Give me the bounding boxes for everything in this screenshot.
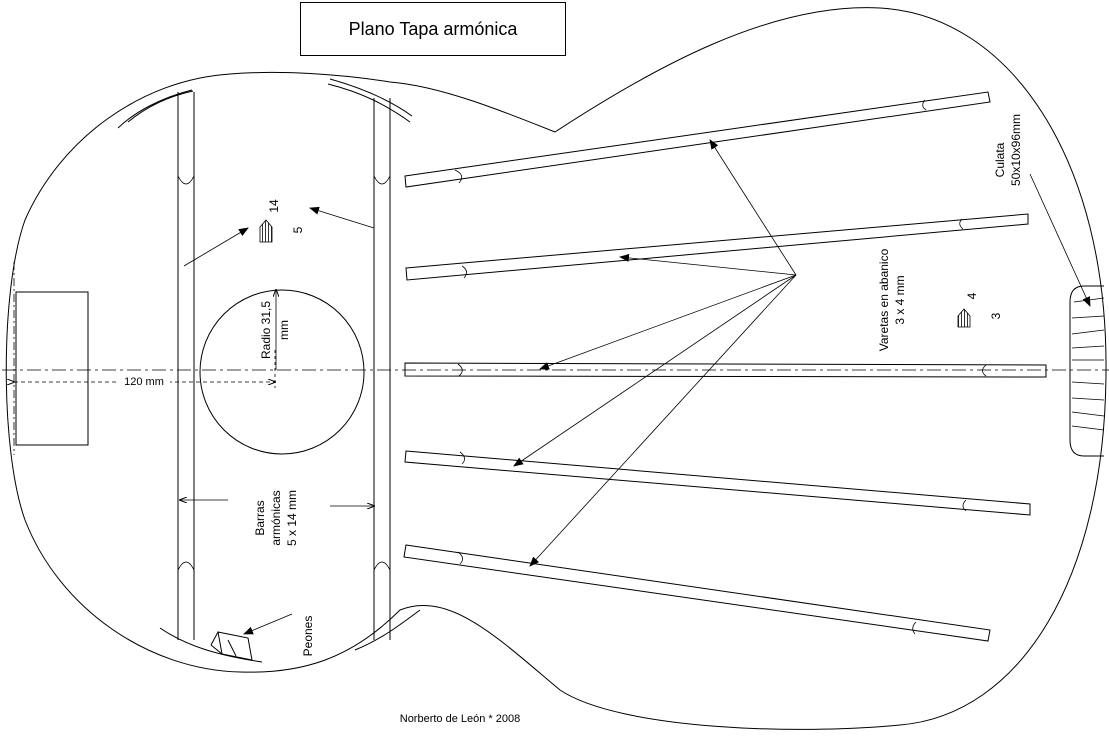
harmonic-bar-right	[373, 98, 391, 640]
upper-arc-right	[327, 83, 411, 123]
lower-arc-left	[159, 627, 263, 663]
bridge-block	[15, 291, 89, 446]
fan-label-1: Varetas en abanico	[877, 248, 891, 351]
harmonic-bar-left	[177, 92, 195, 640]
heel-label-2: 50x10x96mm	[1009, 114, 1023, 186]
fan-strut-5	[403, 544, 991, 642]
fan-strut-4	[404, 450, 1031, 516]
fan-section-width: 3	[989, 312, 1003, 319]
fan-strut-2	[405, 213, 1029, 281]
fan-label-2: 3 x 4 mm	[893, 275, 907, 324]
bar-pointer-right	[309, 206, 375, 229]
guitar-outline	[5, 7, 1107, 730]
dim-120-label: 120 mm	[124, 376, 164, 388]
radius-unit: mm	[277, 320, 291, 340]
heel-label-1: Culata	[993, 142, 1007, 177]
fan-strut-3	[404, 362, 1047, 378]
radius-label: Radio 31,5	[259, 301, 273, 359]
plan-title: Plano Tapa armónica	[300, 2, 566, 56]
fan-section-height: 4	[965, 292, 979, 299]
pins-block	[210, 631, 253, 661]
upper-arc-left-2	[127, 90, 194, 123]
upper-arc-left	[117, 89, 193, 129]
dim-120-label-bg	[118, 374, 170, 388]
pins-label: Peones	[301, 616, 315, 657]
author-credit: Norberto de León * 2008	[400, 713, 520, 725]
bars-label-3: 5 x 14 mm	[285, 490, 299, 546]
bar-section-width: 5	[291, 226, 305, 233]
pins-pointer	[243, 613, 293, 635]
sound-hole	[199, 289, 365, 455]
fan-strut-1	[404, 91, 991, 188]
bars-label-2: armónicas	[269, 490, 283, 545]
fan-section-symbol: 4 3	[957, 292, 1003, 328]
lower-arc-right	[354, 609, 421, 651]
bars-label-1: Barras	[253, 500, 267, 535]
bar-section-height: 14	[267, 199, 281, 213]
bar-pointer-left	[183, 227, 249, 267]
heel-pointer	[1029, 173, 1091, 307]
upper-arc-right-2	[329, 78, 413, 117]
bar-section-symbol: 14 5	[259, 199, 305, 243]
fan-pointers	[513, 139, 797, 567]
heel-block	[1069, 285, 1105, 457]
